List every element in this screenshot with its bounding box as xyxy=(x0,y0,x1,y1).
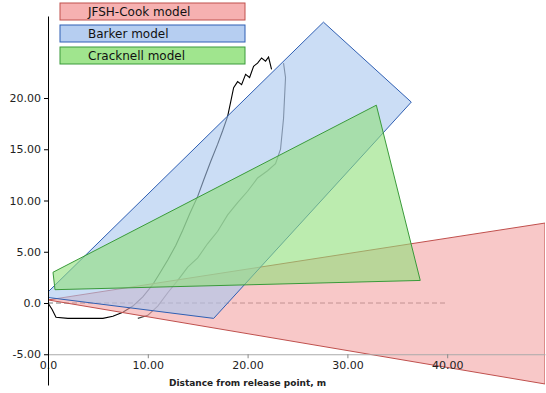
x-tick: 30.00 xyxy=(332,354,364,372)
legend-label: JFSH-Cook model xyxy=(87,5,190,19)
plot-area xyxy=(48,22,545,384)
x-tick-mark xyxy=(248,354,249,358)
y-tick-mark xyxy=(44,98,48,99)
x-tick-label: 30.00 xyxy=(332,359,364,372)
y-tick: 5.00 xyxy=(17,246,49,259)
x-axis: 0.010.0020.0030.0040.00 xyxy=(40,354,546,372)
legend: JFSH-Cook model Barker model Cracknell mod… xyxy=(60,3,245,64)
legend-swatch xyxy=(60,47,245,64)
y-tick-mark xyxy=(44,149,48,150)
x-tick-mark xyxy=(347,354,348,358)
y-tick-label: 15.00 xyxy=(10,143,42,156)
y-tick-mark xyxy=(44,201,48,202)
y-tick: 10.00 xyxy=(10,195,49,208)
x-tick-label: 20.00 xyxy=(232,359,264,372)
x-axis-line xyxy=(49,354,546,355)
y-tick-label: 0.0 xyxy=(24,297,42,310)
y-tick: 20.00 xyxy=(10,92,49,105)
x-tick-mark xyxy=(148,354,149,358)
x-tick-label: 40.00 xyxy=(432,359,464,372)
y-tick-mark xyxy=(44,354,48,355)
y-tick-label: 20.00 xyxy=(10,92,42,105)
y-tick-mark xyxy=(44,303,48,304)
y-tick: 15.00 xyxy=(10,143,49,156)
y-tick: -5.00 xyxy=(13,348,48,361)
y-axis-line xyxy=(48,17,49,386)
x-tick-label: 10.00 xyxy=(133,359,165,372)
model-region xyxy=(53,105,420,289)
y-tick-mark xyxy=(44,252,48,253)
y-tick-label: 10.00 xyxy=(10,195,42,208)
x-tick: 40.00 xyxy=(432,354,464,372)
legend-swatch xyxy=(60,3,245,20)
x-axis-title: Distance from release point, m xyxy=(169,378,326,388)
legend-swatch xyxy=(60,25,245,42)
y-axis: -5.00 0.0 5.00 10.00 15.00 20.00 xyxy=(10,17,49,386)
x-tick-mark xyxy=(447,354,448,358)
y-tick-label: 5.00 xyxy=(17,246,42,259)
x-tick: 20.00 xyxy=(232,354,264,372)
chart: 0.0 10.00 20.00 30.00 40.00 -5.00 0.0 5.00 10.00… xyxy=(0,0,546,393)
legend-label: Barker model xyxy=(88,27,169,41)
x-tick: 10.00 xyxy=(133,354,165,372)
legend-label: Cracknell model xyxy=(88,49,185,63)
y-tick: 0.0 xyxy=(24,297,49,310)
y-tick-label: -5.00 xyxy=(13,348,41,361)
